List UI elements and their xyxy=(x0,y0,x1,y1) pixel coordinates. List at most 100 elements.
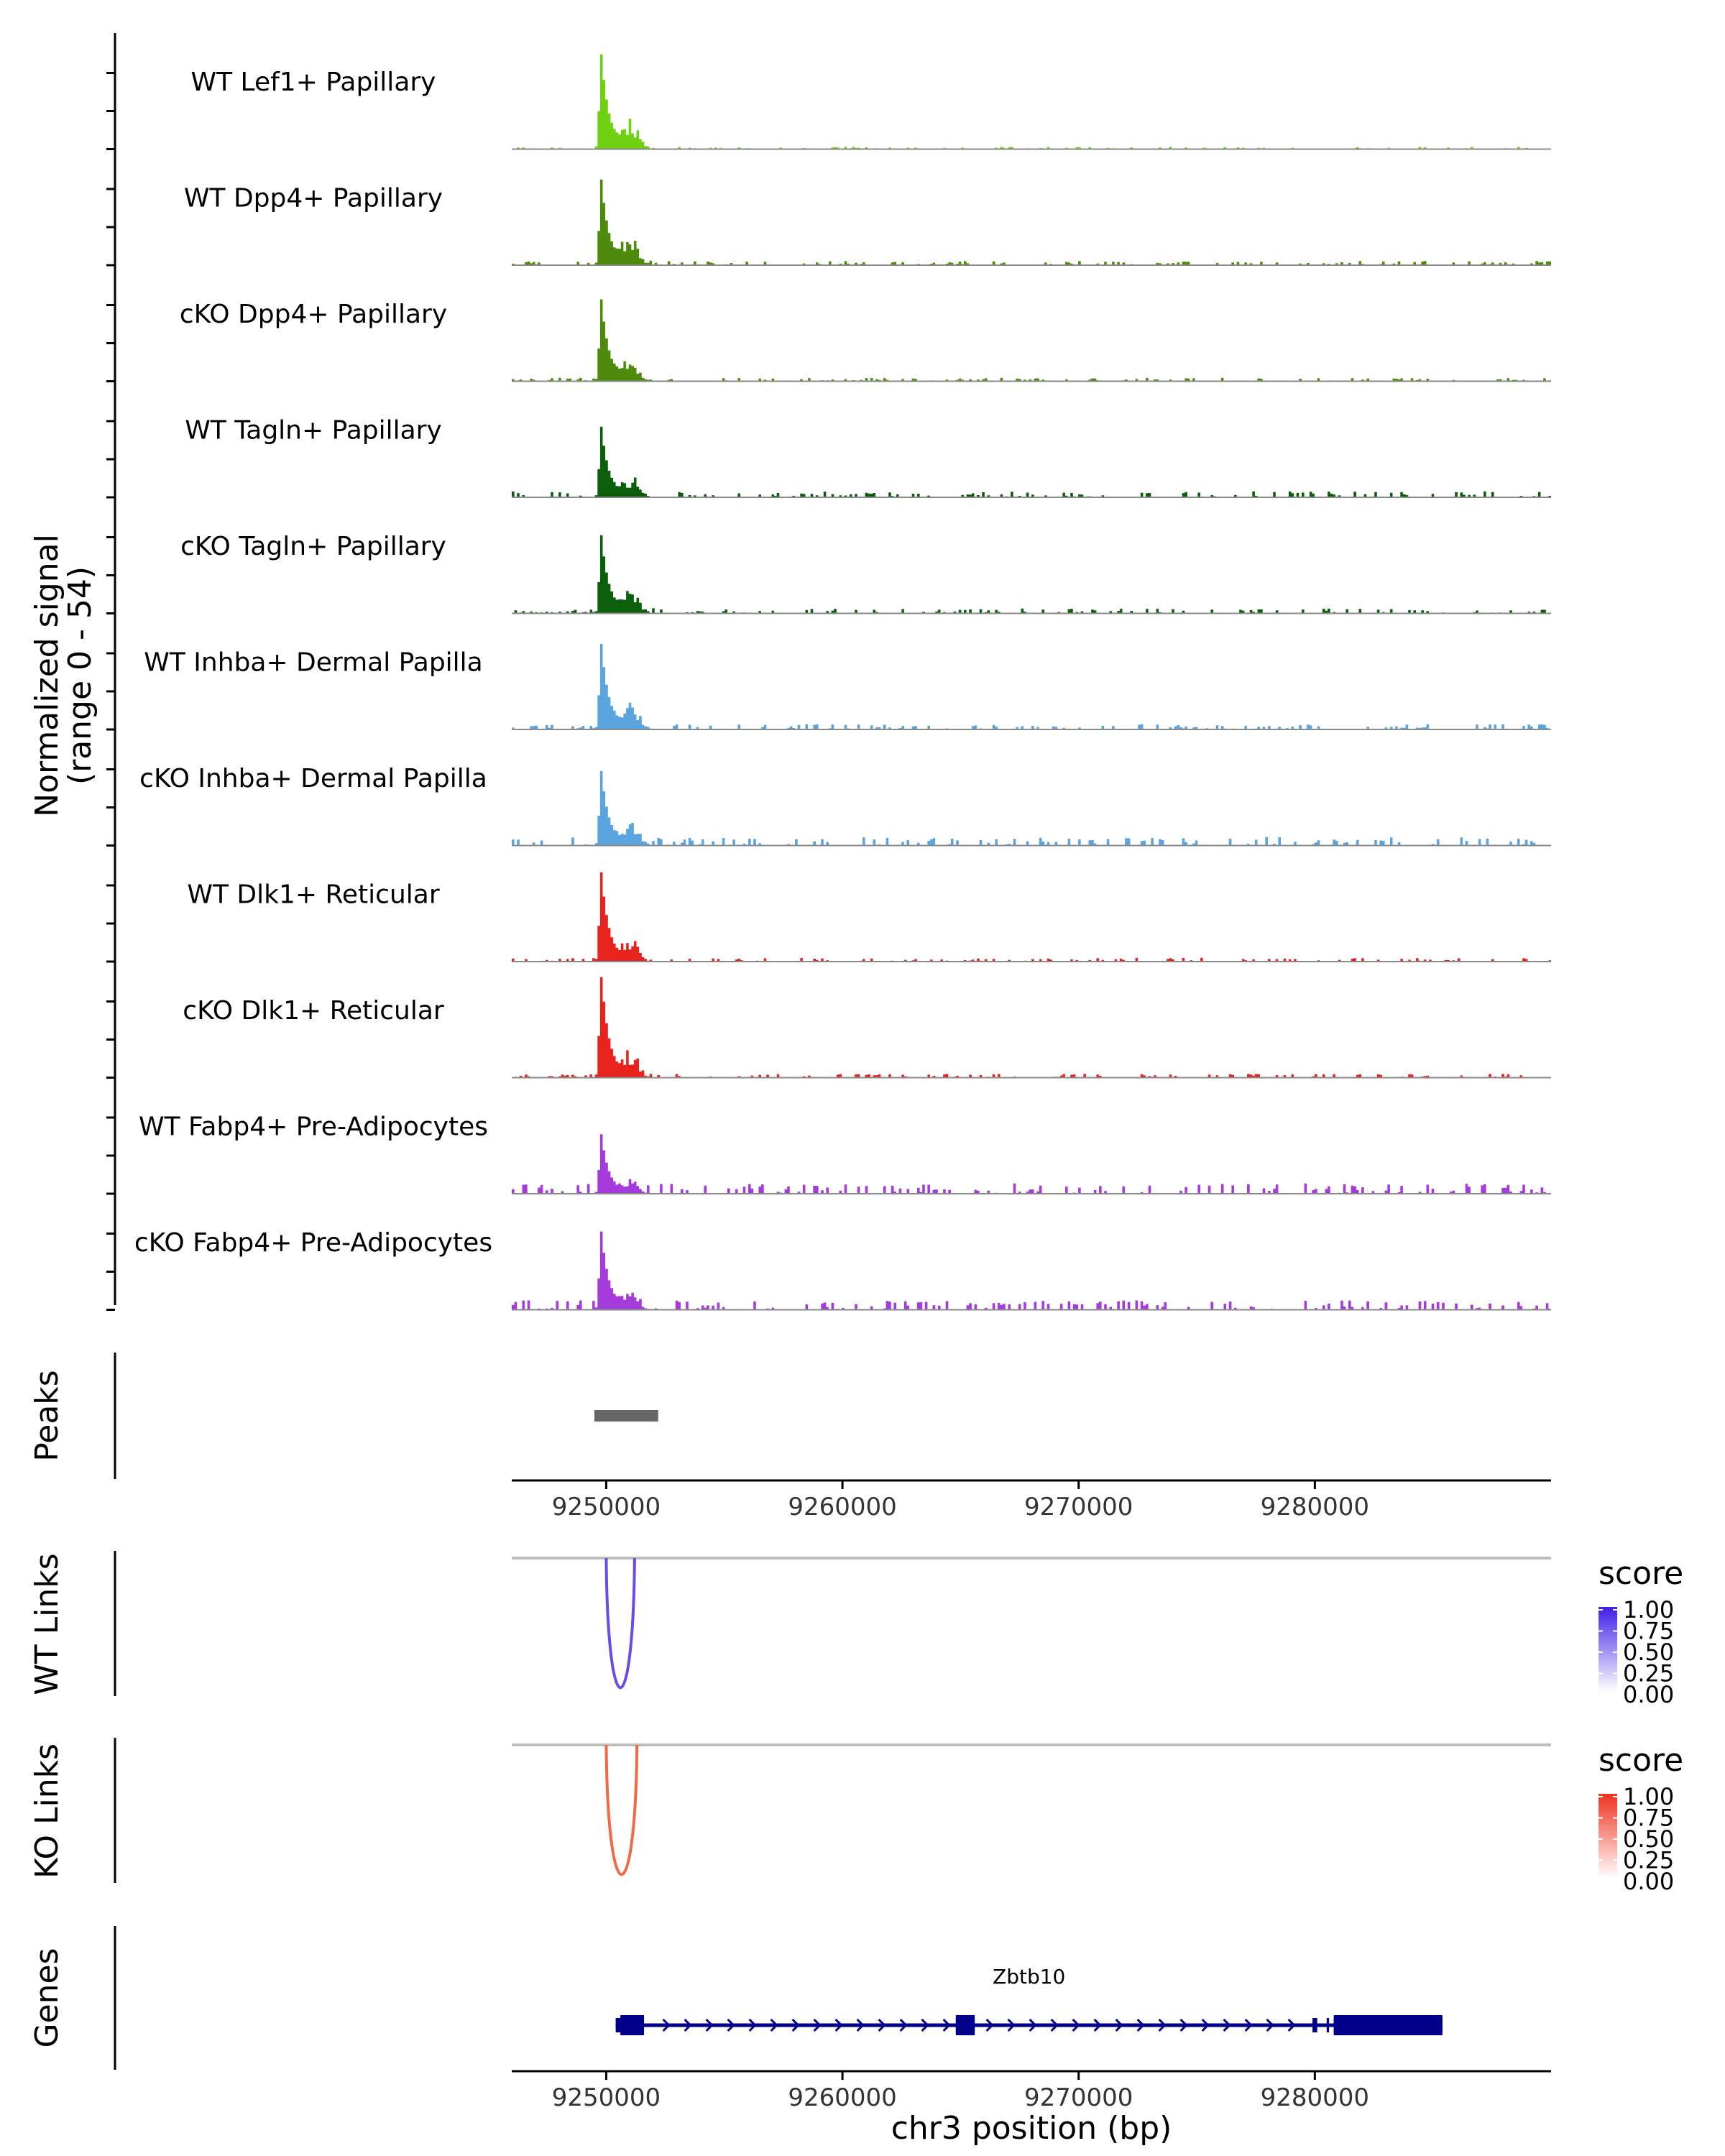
legend-tick-label-1: 0.75 xyxy=(1623,1618,1674,1645)
gene-strand-arrow xyxy=(1029,2018,1037,2032)
genes-x-tick-label-0: 9250000 xyxy=(552,2083,661,2112)
wt-legend-title: score xyxy=(1598,1555,1683,1592)
gene-strand-arrow xyxy=(856,2018,865,2032)
legend-tick-label-4: 0.00 xyxy=(1623,1868,1674,1895)
coverage-track-label-6: cKO Inhba+ Dermal Papilla xyxy=(139,764,487,793)
coverage-area-6 xyxy=(512,771,1551,846)
gene-strand-arrow xyxy=(942,2018,951,2032)
coverage-track-label-8: cKO Dlk1+ Reticular xyxy=(183,996,444,1026)
peaks-panel: Peaks 9250000 9260000 9270000 9280000 xyxy=(29,1353,1551,1521)
peak-intervals xyxy=(594,1410,658,1422)
gene-strand-arrow xyxy=(985,2018,994,2032)
legend-tick-label-1: 0.75 xyxy=(1623,1805,1674,1832)
coverage-y-label-line1: Normalized signal xyxy=(29,534,65,817)
peaks-x-tick-label-1: 9260000 xyxy=(788,1493,896,1521)
gene-strand-arrow xyxy=(1287,2018,1296,2032)
coverage-track-label-3: WT Tagln+ Papillary xyxy=(185,416,442,446)
peaks-label: Peaks xyxy=(29,1370,65,1461)
coverage-track-label-4: cKO Tagln+ Papillary xyxy=(180,532,446,561)
legend-tick-label-3: 0.25 xyxy=(1623,1847,1674,1874)
coverage-area-0 xyxy=(512,54,1551,149)
gene-exon-3 xyxy=(1326,2018,1330,2032)
ko-links-panel: KO Links score 1.000.750.500.250.00 xyxy=(29,1738,1683,1895)
ko-links-label: KO Links xyxy=(29,1743,65,1879)
gene-strand-arrow xyxy=(1244,2018,1253,2032)
genes-x-tick-label-1: 9260000 xyxy=(788,2083,896,2112)
peaks-x-tick-label-0: 9250000 xyxy=(552,1493,661,1521)
gene-cds-0 xyxy=(620,2015,645,2035)
legend-colorbar-1 xyxy=(1598,1794,1617,1879)
coverage-track-label-9: WT Fabp4+ Pre-Adipocytes xyxy=(139,1112,488,1142)
coverage-track-label-10: cKO Fabp4+ Pre-Adipocytes xyxy=(134,1228,492,1258)
gene-strand-arrow xyxy=(662,2018,671,2032)
coverage-y-ticks xyxy=(106,72,115,1311)
peak-interval-0 xyxy=(594,1410,658,1422)
gene-strand-arrow xyxy=(1201,2018,1210,2032)
gene-strand-arrow xyxy=(1093,2018,1102,2032)
gene-strand-arrow xyxy=(1223,2018,1231,2032)
legend-tick-label-2: 0.50 xyxy=(1623,1639,1674,1666)
coverage-area-5 xyxy=(512,643,1551,729)
gene-strand-arrow xyxy=(834,2018,843,2032)
coverage-y-label-line2: (range 0 - 54) xyxy=(62,566,98,785)
legend-tick-label-3: 0.25 xyxy=(1623,1660,1674,1687)
coverage-area-9 xyxy=(512,1134,1551,1194)
coverage-area-3 xyxy=(512,426,1551,497)
gene-cds-1 xyxy=(955,2015,975,2035)
genes-x-tick-label-3: 9280000 xyxy=(1261,2083,1369,2112)
gene-strand-arrow xyxy=(705,2018,714,2032)
gene-strand-arrow xyxy=(727,2018,735,2032)
gene-models: Zbtb10 xyxy=(615,1965,1443,2035)
coverage-panel: Normalized signal (range 0 - 54) WT Lef1… xyxy=(29,33,1551,1311)
gene-exon-2 xyxy=(1312,2018,1317,2032)
ko-score-legend: score 1.000.750.500.250.00 xyxy=(1598,1742,1683,1895)
link-arc-1 xyxy=(604,1744,639,1876)
gene-strand-arrow xyxy=(1115,2018,1123,2032)
gene-strand-arrow xyxy=(791,2018,800,2032)
gene-name-label-0: Zbtb10 xyxy=(993,1965,1065,1989)
coverage-area-4 xyxy=(512,535,1551,614)
genes-x-tick-label-2: 9270000 xyxy=(1024,2083,1133,2112)
gene-strand-arrow xyxy=(1179,2018,1188,2032)
wt-link-arcs xyxy=(512,1557,1551,1690)
wt-score-legend: score 1.000.750.500.250.00 xyxy=(1598,1555,1683,1708)
genes-label: Genes xyxy=(29,1948,65,2047)
gene-strand-arrow xyxy=(1266,2018,1274,2032)
gene-strand-arrow xyxy=(684,2018,692,2032)
coverage-track-label-0: WT Lef1+ Papillary xyxy=(191,68,436,97)
wt-links-panel: WT Links score 1.000.750.500.250.00 xyxy=(29,1551,1683,1708)
gene-strand-arrow xyxy=(1007,2018,1016,2032)
gene-strand-arrow xyxy=(899,2018,908,2032)
wt-links-label: WT Links xyxy=(29,1553,65,1695)
legend-tick-label-2: 0.50 xyxy=(1623,1825,1674,1853)
legend-tick-label-4: 0.00 xyxy=(1623,1681,1674,1708)
gene-strand-arrow xyxy=(1050,2018,1059,2032)
peaks-x-ticks: 9250000 9260000 9270000 9280000 xyxy=(552,1480,1369,1521)
coverage-tracks: WT Lef1+ Papillary WT Dpp4+ Papillary cKO … xyxy=(134,54,1551,1311)
coverage-track-label-7: WT Dlk1+ Reticular xyxy=(187,880,439,910)
coverage-area-7 xyxy=(512,872,1551,962)
legend-tick-label-0: 1.00 xyxy=(1623,1596,1674,1623)
legend-tick-label-0: 1.00 xyxy=(1623,1783,1674,1810)
peaks-x-tick-label-2: 9270000 xyxy=(1024,1493,1133,1521)
gene-strand-arrow xyxy=(770,2018,778,2032)
peaks-x-tick-label-3: 9280000 xyxy=(1261,1493,1369,1521)
ko-legend-title: score xyxy=(1598,1742,1683,1779)
gene-strand-arrow xyxy=(748,2018,757,2032)
link-arc-0 xyxy=(604,1557,636,1690)
coverage-track-label-5: WT Inhba+ Dermal Papilla xyxy=(144,648,482,678)
genes-panel: Genes Zbtb10 9250000 9260000 9270000 928000… xyxy=(29,1926,1551,2147)
gene-strand-arrow xyxy=(921,2018,929,2032)
coverage-area-8 xyxy=(512,977,1551,1078)
coverage-area-2 xyxy=(512,299,1551,382)
coverage-track-label-1: WT Dpp4+ Papillary xyxy=(184,184,443,213)
gene-strand-arrow xyxy=(878,2018,886,2032)
gene-strand-arrow xyxy=(1158,2018,1167,2032)
gene-strand-arrow xyxy=(813,2018,822,2032)
coverage-area-1 xyxy=(512,179,1551,265)
gene-strand-arrow xyxy=(1136,2018,1145,2032)
x-axis-title: chr3 position (bp) xyxy=(891,2110,1172,2147)
gene-cds-2 xyxy=(1333,2015,1443,2035)
coverage-track-label-2: cKO Dpp4+ Papillary xyxy=(180,300,447,329)
